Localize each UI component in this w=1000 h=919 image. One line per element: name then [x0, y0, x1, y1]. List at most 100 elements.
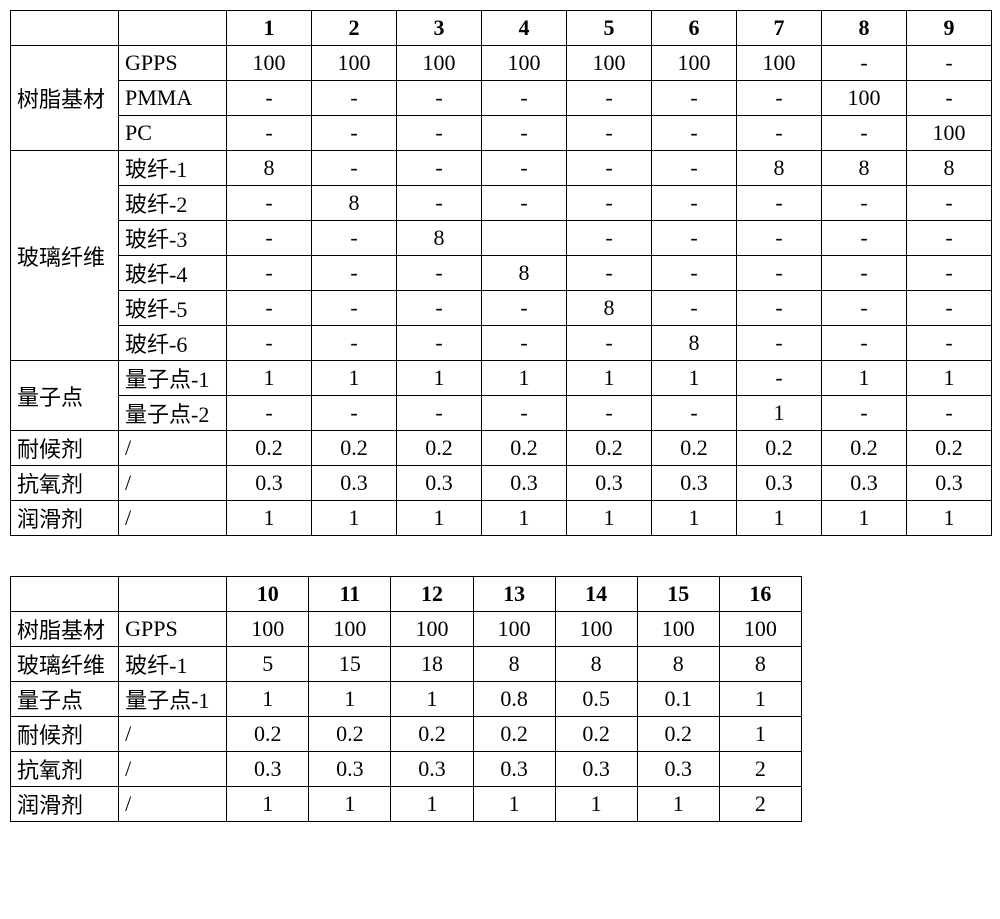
header-col-11: 11 [309, 577, 391, 612]
data-cell: - [312, 221, 397, 256]
data-cell: 0.2 [312, 431, 397, 466]
data-cell: 0.2 [737, 431, 822, 466]
table-row: 耐候剂/0.20.20.20.20.20.20.20.20.2 [11, 431, 992, 466]
data-cell: - [822, 291, 907, 326]
table-body-1: 树脂基材GPPS100100100100100100100--PMMA-----… [11, 46, 992, 536]
data-cell: - [397, 256, 482, 291]
sublabel-cell: / [119, 431, 227, 466]
data-cell: 1 [227, 682, 309, 717]
sublabel-cell: / [119, 752, 227, 787]
data-cell: 0.3 [391, 752, 473, 787]
data-cell: 100 [482, 46, 567, 81]
data-cell: 1 [397, 361, 482, 396]
data-cell: - [567, 116, 652, 151]
header-col-4: 4 [482, 11, 567, 46]
table-row: 树脂基材GPPS100100100100100100100 [11, 612, 802, 647]
data-cell: - [652, 291, 737, 326]
data-cell: 2 [719, 752, 801, 787]
data-cell: 8 [482, 256, 567, 291]
data-cell: - [737, 186, 822, 221]
data-cell: 8 [907, 151, 992, 186]
data-cell: 0.3 [737, 466, 822, 501]
data-cell: 8 [652, 326, 737, 361]
data-cell: - [482, 151, 567, 186]
data-cell: 1 [309, 682, 391, 717]
data-cell: 0.2 [482, 431, 567, 466]
group-label-cell: 树脂基材 [11, 46, 119, 151]
table-header-row: 1 2 3 4 5 6 7 8 9 [11, 11, 992, 46]
data-cell: - [652, 81, 737, 116]
sublabel-cell: GPPS [119, 612, 227, 647]
sublabel-cell: 玻纤-6 [119, 326, 227, 361]
data-cell: 1 [822, 361, 907, 396]
data-cell: 15 [309, 647, 391, 682]
data-cell: - [567, 186, 652, 221]
data-cell: 0.3 [227, 466, 312, 501]
data-cell: 100 [567, 46, 652, 81]
data-cell: - [397, 81, 482, 116]
data-cell: 0.5 [555, 682, 637, 717]
data-cell: - [482, 116, 567, 151]
data-cell: 0.2 [637, 717, 719, 752]
data-cell: 0.2 [397, 431, 482, 466]
data-cell: - [822, 256, 907, 291]
data-cell: - [822, 46, 907, 81]
data-cell: - [737, 116, 822, 151]
header-col-9: 9 [907, 11, 992, 46]
data-cell: - [227, 396, 312, 431]
data-cell: 0.3 [312, 466, 397, 501]
data-cell: 1 [473, 787, 555, 822]
header-blank-1 [11, 11, 119, 46]
data-cell: - [397, 326, 482, 361]
data-cell: - [397, 116, 482, 151]
group-label-cell: 量子点 [11, 682, 119, 717]
header-col-5: 5 [567, 11, 652, 46]
sublabel-cell: PMMA [119, 81, 227, 116]
header-col-8: 8 [822, 11, 907, 46]
data-cell: - [227, 186, 312, 221]
table-row: 抗氧剂/0.30.30.30.30.30.32 [11, 752, 802, 787]
data-cell: - [567, 151, 652, 186]
table-row: 玻璃纤维玻纤-1515188888 [11, 647, 802, 682]
data-cell: 0.3 [397, 466, 482, 501]
group-label-cell: 抗氧剂 [11, 752, 119, 787]
data-cell: 100 [473, 612, 555, 647]
data-cell: 100 [397, 46, 482, 81]
sublabel-cell: 玻纤-1 [119, 647, 227, 682]
data-cell: 100 [637, 612, 719, 647]
composition-table-1: 1 2 3 4 5 6 7 8 9 树脂基材GPPS10010010010010… [10, 10, 992, 536]
sublabel-cell: 量子点-1 [119, 361, 227, 396]
data-cell: 8 [637, 647, 719, 682]
data-cell: 1 [227, 501, 312, 536]
data-cell: 1 [391, 682, 473, 717]
table-row: 玻纤-2-8------- [11, 186, 992, 221]
data-cell: 5 [227, 647, 309, 682]
data-cell: 8 [227, 151, 312, 186]
header-blank-1 [11, 577, 119, 612]
table-row: 抗氧剂/0.30.30.30.30.30.30.30.30.3 [11, 466, 992, 501]
sublabel-cell: PC [119, 116, 227, 151]
header-col-2: 2 [312, 11, 397, 46]
table-row: 润滑剂/1111112 [11, 787, 802, 822]
group-label-cell: 润滑剂 [11, 787, 119, 822]
data-cell: 8 [822, 151, 907, 186]
data-cell: 0.8 [473, 682, 555, 717]
data-cell: 1 [555, 787, 637, 822]
header-col-1: 1 [227, 11, 312, 46]
data-cell: 8 [312, 186, 397, 221]
data-cell: 0.2 [309, 717, 391, 752]
sublabel-cell: 量子点-1 [119, 682, 227, 717]
data-cell: 0.3 [473, 752, 555, 787]
table-row: 玻纤-4---8----- [11, 256, 992, 291]
data-cell: 8 [737, 151, 822, 186]
data-cell: 100 [312, 46, 397, 81]
data-cell: 1 [309, 787, 391, 822]
data-cell: - [312, 151, 397, 186]
data-cell: - [822, 396, 907, 431]
data-cell: 1 [227, 361, 312, 396]
data-cell: 100 [719, 612, 801, 647]
data-cell: - [312, 256, 397, 291]
data-cell: 1 [737, 396, 822, 431]
data-cell: 1 [567, 501, 652, 536]
data-cell: - [737, 256, 822, 291]
